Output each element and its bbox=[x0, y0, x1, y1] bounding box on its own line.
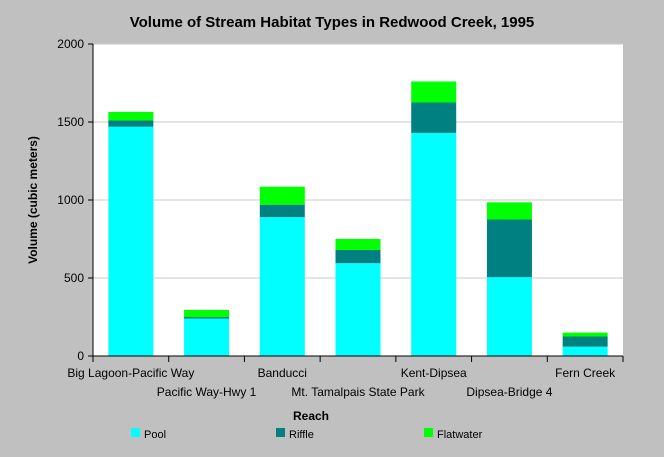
y-tick-label: 1000 bbox=[57, 193, 84, 207]
y-ticks: 0 500 1000 1500 2000 bbox=[57, 37, 93, 363]
y-tick-label: 2000 bbox=[57, 37, 84, 51]
legend-label-flatwater: Flatwater bbox=[437, 429, 483, 441]
y-axis-label: Volume (cubic meters) bbox=[26, 136, 40, 264]
legend: Pool Riffle Flatwater bbox=[131, 428, 483, 441]
x-tick-labels: Big Lagoon-Pacific Way Pacific Way-Hwy 1B… bbox=[67, 366, 616, 399]
x-tick-label: Banducci bbox=[258, 366, 307, 380]
x-ticks bbox=[92, 356, 624, 362]
bar-flatwater-2 bbox=[259, 186, 305, 205]
bar-flatwater-4 bbox=[411, 81, 457, 103]
x-tick-label: Dipsea-Bridge 4 bbox=[466, 385, 552, 399]
bar-pool-1 bbox=[184, 318, 230, 356]
grid-lines bbox=[93, 43, 623, 279]
x-tick-label: Kent-Dipsea bbox=[401, 366, 467, 380]
y-tick-label: 500 bbox=[64, 271, 84, 285]
bar-pool-5 bbox=[486, 277, 532, 356]
x-tick-label: Mt. Tamalpais State Park bbox=[291, 385, 425, 399]
bar-flatwater-0 bbox=[108, 111, 154, 121]
x-tick-label: Big Lagoon-Pacific Way bbox=[67, 366, 194, 380]
bars bbox=[108, 81, 608, 357]
bar-riffle-4 bbox=[411, 102, 457, 133]
bar-pool-4 bbox=[411, 132, 457, 356]
x-tick-label: Pacific Way-Hwy 1 bbox=[157, 385, 257, 399]
legend-swatch-flatwater bbox=[424, 428, 433, 437]
y-tick-label: 0 bbox=[77, 349, 84, 363]
bar-riffle-2 bbox=[259, 204, 305, 218]
chart-title: Volume of Stream Habitat Types in Redwoo… bbox=[130, 14, 535, 31]
bar-riffle-6 bbox=[562, 336, 608, 347]
legend-swatch-riffle bbox=[276, 428, 285, 437]
bar-pool-3 bbox=[335, 263, 381, 356]
bar-riffle-3 bbox=[335, 249, 381, 264]
bar-flatwater-6 bbox=[562, 332, 608, 337]
y-tick-label: 1500 bbox=[57, 115, 84, 129]
x-axis-label: Reach bbox=[293, 409, 329, 423]
bar-riffle-0 bbox=[108, 120, 154, 127]
bar-flatwater-3 bbox=[335, 239, 381, 250]
legend-swatch-pool bbox=[131, 428, 140, 437]
legend-label-riffle: Riffle bbox=[289, 429, 314, 441]
bar-pool-6 bbox=[562, 346, 608, 356]
bar-pool-0 bbox=[108, 126, 154, 357]
legend-label-pool: Pool bbox=[144, 429, 166, 441]
bar-flatwater-1 bbox=[184, 309, 230, 317]
bar-flatwater-5 bbox=[486, 202, 532, 220]
bar-riffle-5 bbox=[486, 219, 532, 278]
bar-pool-2 bbox=[259, 217, 305, 356]
x-tick-label: Fern Creek bbox=[555, 366, 616, 380]
bar-riffle-1 bbox=[184, 317, 230, 319]
